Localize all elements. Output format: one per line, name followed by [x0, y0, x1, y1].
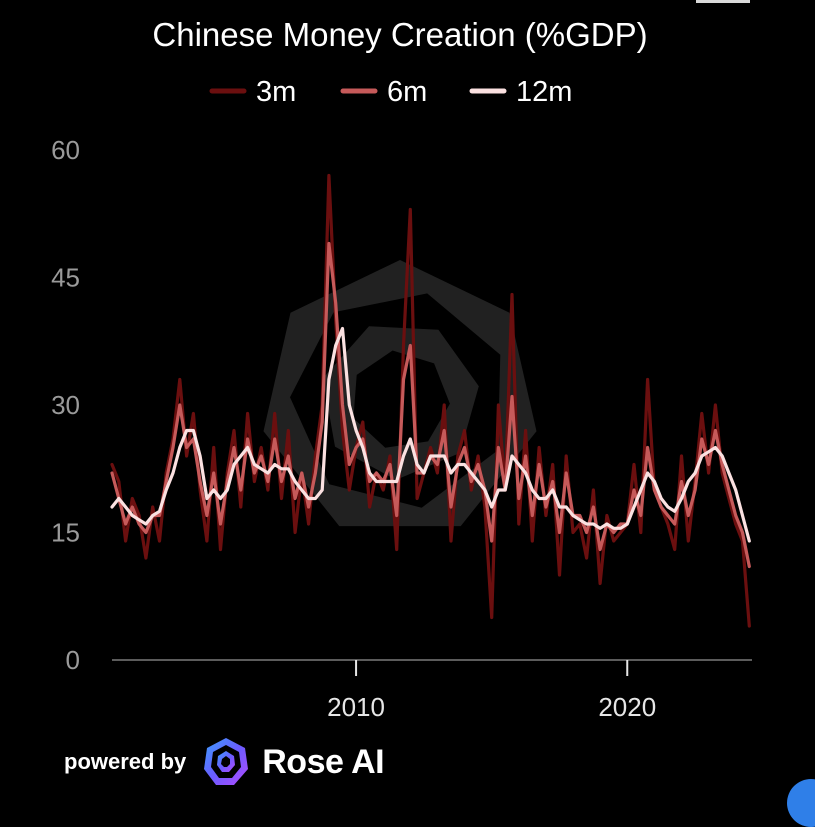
series-line-12m[interactable]: [110, 326, 751, 543]
top-tab-indicator: [696, 0, 750, 3]
legend-label-12m[interactable]: 12m: [516, 76, 572, 108]
y-tick-label: 60: [51, 135, 80, 165]
series-layer: [110, 173, 751, 628]
footer: powered by Rose AI: [64, 732, 385, 792]
powered-by-label: powered by: [64, 749, 187, 774]
legend-label-6m[interactable]: 6m: [387, 76, 427, 108]
y-tick-label: 15: [51, 518, 80, 548]
y-tick-label: 0: [66, 645, 80, 675]
y-tick-label: 45: [51, 263, 80, 293]
rose-ai-logo-icon[interactable]: [200, 736, 252, 788]
y-axis: 0 15 30 45 60: [51, 135, 80, 675]
chart: Chinese Money Creation (%GDP) 3m 6m 12m 0 1…: [51, 16, 752, 722]
chart-title: Chinese Money Creation (%GDP): [152, 16, 647, 53]
y-tick-label: 30: [51, 390, 80, 420]
x-tick-label: 2020: [598, 692, 656, 722]
x-tick-label: 2010: [327, 692, 385, 722]
x-axis: 2010 2020: [112, 659, 752, 722]
brand-name[interactable]: Rose AI: [262, 742, 385, 781]
legend-label-3m[interactable]: 3m: [256, 76, 296, 108]
legend: 3m 6m 12m: [209, 76, 572, 108]
